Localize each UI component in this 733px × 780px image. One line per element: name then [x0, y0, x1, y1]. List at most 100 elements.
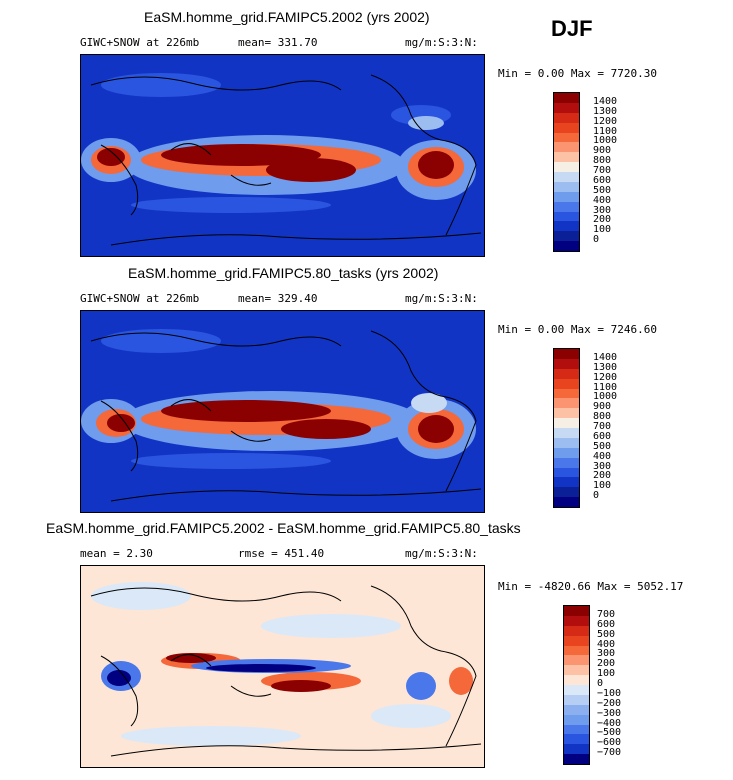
colorbar-tick-label: 900 [593, 145, 612, 157]
colorbar-tick-label: −200 [597, 697, 622, 709]
colorbar-swatch [564, 675, 589, 685]
colorbar-tick-label: 1300 [593, 361, 618, 373]
colorbar-swatch [554, 447, 579, 458]
units-label: mg/m:S:3:N: [405, 547, 478, 560]
colorbar-swatch [564, 615, 589, 626]
colorbar-tick-label: 800 [593, 155, 612, 167]
colorbar-swatch [554, 457, 579, 468]
colorbar-tick-label: −400 [597, 717, 622, 729]
colorbar [553, 92, 580, 252]
colorbar-swatch [564, 635, 589, 646]
colorbar-swatch [554, 497, 579, 507]
variable-label: GIWC+SNOW at 226mb [80, 36, 200, 49]
colorbar-swatch [554, 408, 579, 419]
min-max-label: Min = 0.00 Max = 7246.60 [498, 323, 657, 336]
colorbar-swatch [554, 93, 579, 103]
colorbar-swatch [554, 181, 579, 192]
colorbar-swatch [554, 132, 579, 143]
colorbar-swatch [554, 467, 579, 478]
colorbar-tick-label: 700 [593, 165, 612, 176]
colorbar-swatch [554, 368, 579, 379]
colorbar-tick-label: 1000 [593, 391, 618, 403]
colorbar-swatch [564, 645, 589, 656]
colorbar-swatch [564, 714, 589, 725]
colorbar-swatch [554, 241, 579, 251]
units-label: mg/m:S:3:N: [405, 292, 478, 305]
colorbar-tick-label: 0 [593, 490, 600, 502]
colorbar-tick-label: 200 [593, 470, 612, 482]
rmse-label: rmse = 451.40 [238, 547, 325, 560]
colorbar-swatch [564, 655, 589, 666]
colorbar-swatch [554, 122, 579, 133]
colorbar-swatch [554, 437, 579, 448]
colorbar-swatch [564, 606, 589, 616]
colorbar [553, 348, 580, 508]
colorbar-tick-label: −700 [597, 747, 622, 759]
colorbar-tick-label: 500 [593, 440, 612, 452]
colorbar-swatch [554, 102, 579, 113]
colorbar-tick-label: 0 [593, 234, 600, 246]
colorbar-tick-label: 100 [597, 668, 616, 680]
colorbar-tick-label: 200 [593, 214, 612, 226]
colorbar-swatch [554, 162, 579, 172]
colorbar-swatch [554, 231, 579, 242]
colorbar-tick-label: 1000 [593, 135, 618, 147]
min-max-label: Min = 0.00 Max = 7720.30 [498, 67, 657, 80]
colorbar-swatch [554, 477, 579, 488]
colorbar-swatch [564, 734, 589, 745]
colorbar-tick-label: 1100 [593, 125, 618, 137]
colorbar-tick-label: 300 [593, 204, 612, 216]
colorbar-tick-label: 1100 [593, 381, 618, 393]
colorbar-tick-label: 600 [593, 174, 612, 186]
colorbar-tick-label: 100 [593, 480, 612, 492]
colorbar-tick-label: 700 [597, 608, 616, 620]
colorbar-swatch [554, 152, 579, 163]
colorbar-swatch [554, 221, 579, 232]
mean-label: mean= 331.70 [238, 36, 318, 49]
colorbar-tick-label: 500 [593, 184, 612, 196]
colorbar-tick-label: 600 [597, 618, 616, 630]
panel-title: EaSM.homme_grid.FAMIPC5.2002 - EaSM.homm… [46, 520, 521, 536]
variable-label: GIWC+SNOW at 226mb [80, 292, 200, 305]
colorbar-tick-label: 1200 [593, 115, 618, 127]
colorbar-swatch [564, 665, 589, 676]
colorbar [563, 605, 590, 765]
mean-label: mean = 2.30 [80, 547, 153, 560]
map-plot [80, 565, 485, 768]
colorbar-tick-label: 800 [593, 411, 612, 423]
colorbar-tick-label: 300 [597, 648, 616, 660]
colorbar-tick-label: 1400 [593, 95, 618, 107]
colorbar-tick-label: 300 [593, 460, 612, 472]
colorbar-swatch [554, 388, 579, 399]
colorbar-swatch [554, 201, 579, 212]
colorbar-swatch [554, 142, 579, 153]
colorbar-tick-label: 700 [593, 421, 612, 432]
colorbar-tick-label: −600 [597, 737, 622, 749]
colorbar-tick-label: 400 [597, 638, 616, 650]
colorbar-swatch [554, 418, 579, 428]
colorbar-swatch [554, 191, 579, 202]
colorbar-swatch [564, 685, 589, 695]
colorbar-tick-label: −300 [597, 707, 622, 719]
units-label: mg/m:S:3:N: [405, 36, 478, 49]
colorbar-swatch [564, 694, 589, 705]
colorbar-swatch [554, 487, 579, 498]
colorbar-swatch [564, 754, 589, 764]
colorbar-swatch [554, 211, 579, 222]
colorbar-tick-label: 500 [597, 628, 616, 640]
colorbar-tick-label: 100 [593, 224, 612, 236]
colorbar-swatch [554, 172, 579, 182]
mean-label: mean= 329.40 [238, 292, 318, 305]
colorbar-swatch [564, 744, 589, 755]
panel-title: EaSM.homme_grid.FAMIPC5.2002 (yrs 2002) [144, 9, 430, 25]
colorbar-swatch [554, 349, 579, 359]
colorbar-tick-label: 0 [597, 678, 604, 689]
colorbar-tick-label: −500 [597, 727, 622, 739]
map-plot [80, 310, 485, 513]
colorbar-tick-label: 600 [593, 430, 612, 442]
colorbar-swatch [554, 112, 579, 123]
map-plot [80, 54, 485, 257]
colorbar-tick-label: 200 [597, 658, 616, 670]
colorbar-tick-label: 400 [593, 450, 612, 462]
colorbar-tick-label: 1400 [593, 351, 618, 363]
